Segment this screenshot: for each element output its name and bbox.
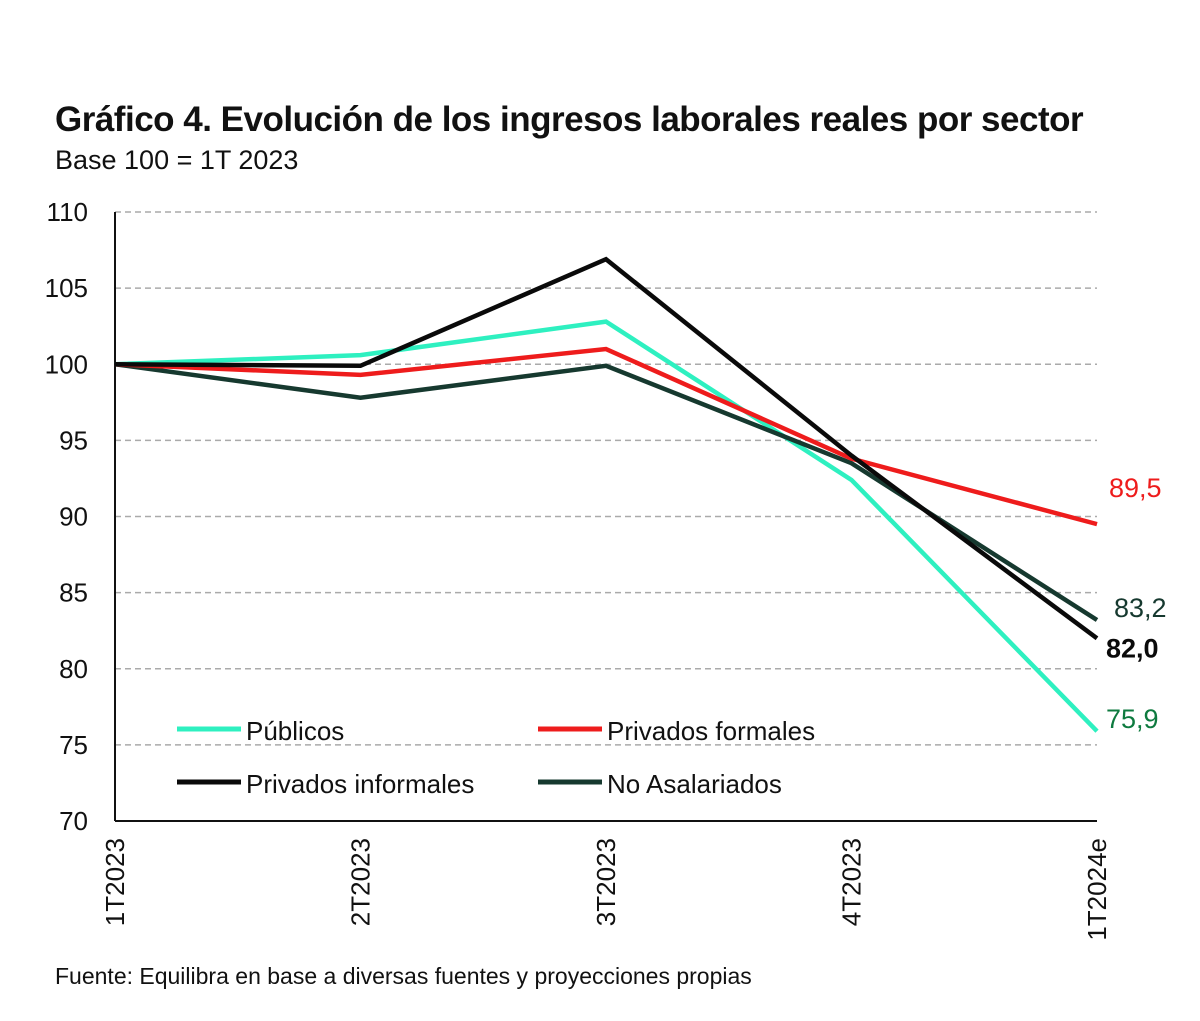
x-tick-label: 1T2023 bbox=[100, 838, 130, 926]
end-label: 89,5 bbox=[1109, 473, 1162, 503]
end-label: 82,0 bbox=[1106, 633, 1159, 663]
series-lines bbox=[114, 256, 1099, 733]
series-line-privados-formales bbox=[114, 346, 1098, 527]
x-tick-label: 4T2023 bbox=[837, 838, 867, 926]
y-tick-labels: 70 75 80 85 90 95 100 105 110 bbox=[45, 197, 88, 836]
y-tick-label: 80 bbox=[59, 654, 88, 684]
chart-title: Gráfico 4. Evolución de los ingresos lab… bbox=[55, 100, 1084, 139]
y-tick-label: 110 bbox=[47, 197, 88, 227]
end-label: 83,2 bbox=[1114, 593, 1167, 623]
legend-label: Privados informales bbox=[246, 769, 474, 799]
chart-subtitle: Base 100 = 1T 2023 bbox=[55, 145, 299, 175]
y-tick-label: 100 bbox=[45, 349, 88, 379]
legend: Públicos Privados formales Privados inform… bbox=[177, 716, 815, 799]
legend-label: Privados formales bbox=[607, 716, 815, 746]
x-tick-label: 2T2023 bbox=[346, 838, 376, 926]
y-tick-label: 105 bbox=[45, 273, 88, 303]
gridlines bbox=[115, 211, 1097, 746]
y-tick-label: 90 bbox=[59, 502, 88, 532]
y-tick-label: 95 bbox=[59, 425, 88, 455]
y-tick-label: 75 bbox=[59, 730, 88, 760]
source-note: Fuente: Equilibra en base a diversas fue… bbox=[55, 963, 752, 989]
y-tick-label: 70 bbox=[59, 806, 88, 836]
series-line-públicos bbox=[114, 319, 1099, 733]
end-labels: 75,9 89,5 82,0 83,2 bbox=[1106, 473, 1167, 734]
series-line-privados-informales bbox=[114, 256, 1099, 641]
legend-label: Públicos bbox=[246, 716, 344, 746]
legend-label: No Asalariados bbox=[607, 769, 782, 799]
end-label: 75,9 bbox=[1106, 704, 1159, 734]
axes bbox=[114, 212, 1097, 822]
x-tick-label: 1T2024e bbox=[1082, 838, 1112, 941]
x-tick-labels: 1T2023 2T2023 3T2023 4T2023 1T2024e bbox=[100, 838, 1112, 941]
x-tick-label: 3T2023 bbox=[591, 838, 621, 926]
y-tick-label: 85 bbox=[59, 578, 88, 608]
